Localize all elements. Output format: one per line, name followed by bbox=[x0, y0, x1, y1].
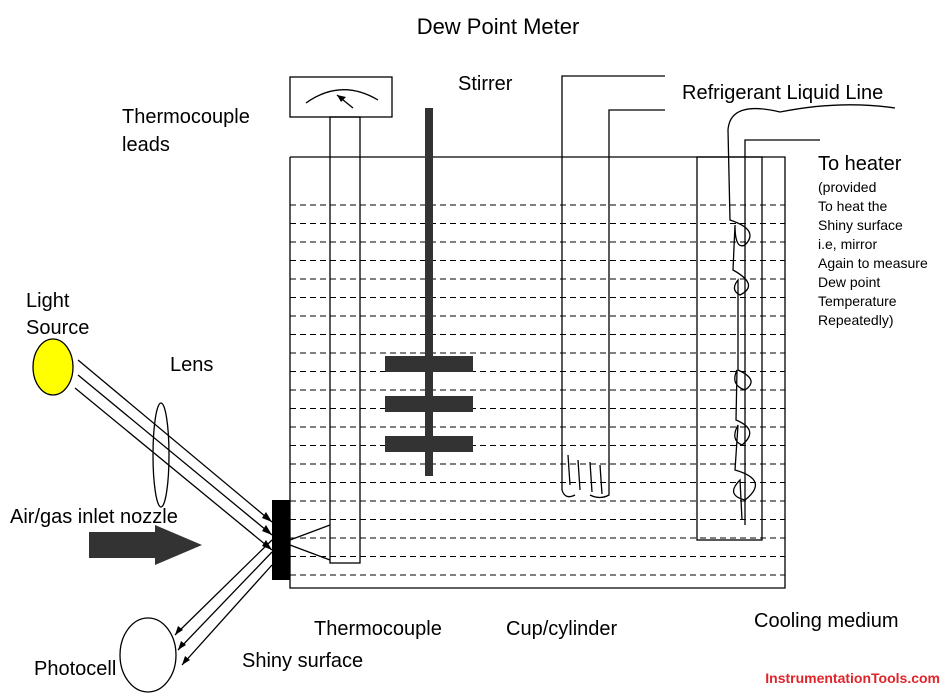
note-line: To heat the bbox=[818, 198, 887, 214]
label: Shiny surface bbox=[242, 650, 363, 672]
title: Dew Point Meter bbox=[417, 14, 580, 39]
label: Thermocouple bbox=[314, 618, 442, 640]
note-line: Shiny surface bbox=[818, 217, 903, 233]
shiny-surface bbox=[272, 500, 290, 580]
note-line: Repeatedly) bbox=[818, 312, 894, 328]
label: Cup/cylinder bbox=[506, 618, 618, 640]
cup bbox=[561, 75, 665, 499]
light-source bbox=[32, 338, 74, 396]
refrigerant-line bbox=[727, 104, 896, 521]
label: Refrigerant Liquid Line bbox=[682, 82, 883, 104]
note-line: Dew point bbox=[818, 274, 880, 290]
lead bbox=[289, 524, 331, 541]
note-line: i.e, mirror bbox=[818, 236, 877, 252]
cooling-medium-lines bbox=[290, 204, 785, 576]
paddle bbox=[385, 356, 473, 372]
label: Photocell bbox=[34, 658, 116, 680]
paddle bbox=[385, 396, 473, 412]
photocell bbox=[119, 617, 177, 693]
watermark: InstrumentationTools.com bbox=[765, 670, 940, 686]
gauge-needle-tip bbox=[337, 95, 346, 102]
arrowheads bbox=[175, 512, 272, 665]
heater-wire bbox=[744, 139, 820, 525]
gauge-scale bbox=[305, 89, 379, 104]
lead bbox=[289, 544, 331, 561]
note-line: Temperature bbox=[818, 293, 897, 309]
paddle bbox=[385, 436, 473, 452]
note-line: Again to measure bbox=[818, 255, 928, 271]
drops bbox=[567, 454, 603, 495]
label: Air/gas inlet nozzle bbox=[10, 506, 178, 528]
stirrer-rod bbox=[425, 108, 433, 476]
note-line: (provided bbox=[818, 179, 876, 195]
heater-note: (provided To heat the Shiny surface i.e, mi… bbox=[818, 179, 928, 328]
tank bbox=[289, 156, 786, 589]
label: Source bbox=[26, 317, 89, 339]
nozzle-arrow bbox=[89, 525, 202, 565]
thermocouple-tube bbox=[329, 116, 361, 564]
label: leads bbox=[122, 134, 170, 156]
label: Lens bbox=[170, 354, 213, 376]
label: Stirrer bbox=[458, 73, 513, 95]
label: Light bbox=[26, 290, 70, 312]
light-rays bbox=[74, 359, 273, 666]
label: Cooling medium bbox=[754, 610, 899, 632]
label: To heater bbox=[818, 153, 902, 175]
label: Thermocouple bbox=[122, 106, 250, 128]
coil-housing bbox=[696, 156, 763, 541]
lens bbox=[152, 402, 170, 508]
